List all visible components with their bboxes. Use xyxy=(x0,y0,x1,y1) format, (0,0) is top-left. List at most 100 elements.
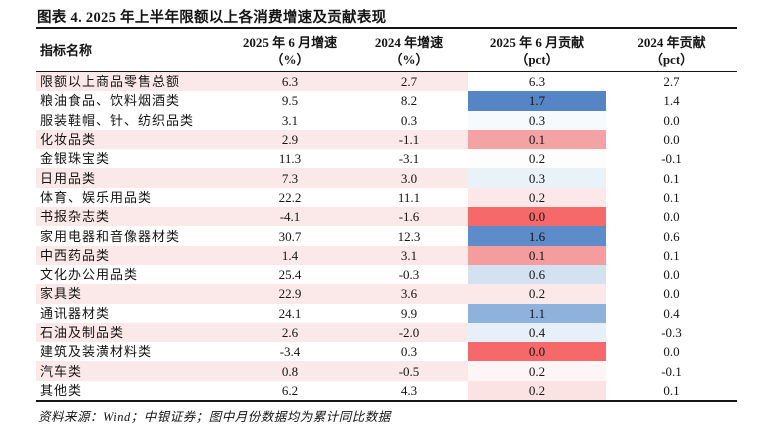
cell-contrib-2025: 0.1 xyxy=(468,129,606,150)
row-label: 书报杂志类 xyxy=(36,207,230,227)
column-header-label: 指标名称 xyxy=(40,43,93,58)
cell-growth-2024: 3.0 xyxy=(350,168,468,188)
row-label: 中西药品类 xyxy=(36,245,230,265)
row-label: 家用电器和音像器材类 xyxy=(36,226,230,246)
table-row: 书报杂志类 -4.1 -1.6 0.0 0.0 xyxy=(36,207,737,227)
cell-growth-2024: 3.1 xyxy=(350,245,468,265)
cell-contrib-2025: 0.3 xyxy=(468,110,606,130)
cell-growth-2025: 2.9 xyxy=(230,129,350,150)
column-header-contrib-2024: 2024 年贡献 （pct） xyxy=(606,30,737,71)
cell-growth-2024: 0.3 xyxy=(350,342,468,362)
figure-title: 图表 4. 2025 年上半年限额以上各消费增速及贡献表现 xyxy=(37,10,387,26)
cell-contrib-2024: 0.0 xyxy=(606,342,737,362)
cell-growth-2025: 25.4 xyxy=(230,264,350,285)
cell-contrib-2024: 0.4 xyxy=(606,303,737,323)
cell-growth-2024: 3.6 xyxy=(350,284,468,304)
table-row: 通讯器材类 24.1 9.9 1.1 0.4 xyxy=(36,303,737,323)
row-label: 服装鞋帽、针、纺织品类 xyxy=(36,110,230,130)
table-row: 限额以上商品零售总额 6.3 2.7 6.3 2.7 xyxy=(36,72,737,92)
cell-contrib-2025: 0.6 xyxy=(468,264,606,285)
cell-growth-2024: -0.5 xyxy=(350,361,468,381)
cell-growth-2025: 3.1 xyxy=(230,110,350,130)
row-label: 日用品类 xyxy=(36,168,230,188)
cell-contrib-2025: 0.0 xyxy=(468,342,606,362)
cell-contrib-2025: 1.6 xyxy=(468,226,606,246)
cell-contrib-2024: 0.1 xyxy=(606,168,737,188)
cell-contrib-2025: 0.2 xyxy=(468,284,606,304)
table-row: 其他类 6.2 4.3 0.2 0.1 xyxy=(36,380,737,401)
source-note: 资料来源：Wind；中银证券；图中月份数据均为累计同比数据 xyxy=(38,410,391,424)
cell-growth-2025: 0.8 xyxy=(230,361,350,381)
cell-contrib-2024: -0.3 xyxy=(606,322,737,343)
cell-contrib-2024: 0.1 xyxy=(606,245,737,265)
cell-contrib-2024: 0.6 xyxy=(606,226,737,246)
cell-growth-2024: 2.7 xyxy=(350,72,468,92)
cell-growth-2025: 6.2 xyxy=(230,380,350,401)
table-row: 石油及制品类 2.6 -2.0 0.4 -0.3 xyxy=(36,322,737,343)
cell-contrib-2025: 1.1 xyxy=(468,303,606,323)
row-label: 石油及制品类 xyxy=(36,322,230,343)
column-header-label: 2025 年 6 月贡献 xyxy=(489,34,585,50)
cell-growth-2024: 4.3 xyxy=(350,380,468,401)
cell-growth-2025: 9.5 xyxy=(230,91,350,111)
cell-contrib-2025: 0.2 xyxy=(468,187,606,208)
cell-growth-2024: 0.3 xyxy=(350,110,468,130)
cell-contrib-2024: 0.0 xyxy=(606,264,737,285)
cell-growth-2025: -3.4 xyxy=(230,342,350,362)
header-rule xyxy=(36,71,737,72)
cell-contrib-2024: 1.4 xyxy=(606,91,737,111)
column-header-growth-2024: 2024 年增速 （%） xyxy=(350,30,468,71)
table-row: 服装鞋帽、针、纺织品类 3.1 0.3 0.3 0.0 xyxy=(36,110,737,130)
cell-growth-2024: 11.1 xyxy=(350,187,468,208)
column-header-label: 2024 年增速 xyxy=(374,34,444,50)
column-header-unit: （pct） xyxy=(515,51,559,67)
column-header-unit: （%） xyxy=(389,51,429,67)
row-label: 通讯器材类 xyxy=(36,303,230,323)
table-header: 指标名称 2025 年 6 月增速 （%） 2024 年增速 （%） 2025 … xyxy=(36,30,737,71)
cell-contrib-2024: 0.0 xyxy=(606,110,737,130)
cell-contrib-2024: 0.1 xyxy=(606,187,737,208)
bottom-rule xyxy=(36,400,737,402)
column-header-indicator: 指标名称 xyxy=(36,30,230,71)
row-label: 体育、娱乐用品类 xyxy=(36,187,230,208)
cell-growth-2025: 6.3 xyxy=(230,72,350,92)
cell-contrib-2024: 0.1 xyxy=(606,380,737,401)
table-row: 体育、娱乐用品类 22.2 11.1 0.2 0.1 xyxy=(36,187,737,208)
cell-growth-2024: -1.6 xyxy=(350,207,468,227)
cell-growth-2025: 30.7 xyxy=(230,226,350,246)
table-row: 中西药品类 1.4 3.1 0.1 0.1 xyxy=(36,245,737,265)
cell-growth-2025: 22.9 xyxy=(230,284,350,304)
table-row: 金银珠宝类 11.3 -3.1 0.2 -0.1 xyxy=(36,149,737,169)
row-label: 文化办公用品类 xyxy=(36,264,230,285)
cell-growth-2024: 9.9 xyxy=(350,303,468,323)
table-row: 化妆品类 2.9 -1.1 0.1 0.0 xyxy=(36,129,737,150)
cell-growth-2025: 11.3 xyxy=(230,149,350,169)
row-label: 汽车类 xyxy=(36,361,230,381)
row-label: 金银珠宝类 xyxy=(36,149,230,169)
cell-growth-2025: 24.1 xyxy=(230,303,350,323)
table-row: 文化办公用品类 25.4 -0.3 0.6 0.0 xyxy=(36,264,737,285)
row-label: 限额以上商品零售总额 xyxy=(36,72,230,92)
table-row: 日用品类 7.3 3.0 0.3 0.1 xyxy=(36,168,737,188)
column-header-growth-2025: 2025 年 6 月增速 （%） xyxy=(230,30,350,71)
cell-growth-2024: 8.2 xyxy=(350,91,468,111)
cell-contrib-2025: 0.3 xyxy=(468,168,606,188)
table-row: 家具类 22.9 3.6 0.2 0.0 xyxy=(36,284,737,304)
cell-contrib-2025: 0.2 xyxy=(468,361,606,381)
cell-contrib-2024: 0.0 xyxy=(606,207,737,227)
column-header-label: 2024 年贡献 xyxy=(637,34,706,50)
column-header-label: 2025 年 6 月增速 xyxy=(242,34,338,50)
cell-growth-2024: -2.0 xyxy=(350,322,468,343)
cell-contrib-2024: 2.7 xyxy=(606,72,737,92)
cell-growth-2025: -4.1 xyxy=(230,207,350,227)
row-label: 建筑及装潢材料类 xyxy=(36,342,230,362)
table-row: 粮油食品、饮料烟酒类 9.5 8.2 1.7 1.4 xyxy=(36,91,737,111)
cell-growth-2025: 22.2 xyxy=(230,187,350,208)
cell-contrib-2024: -0.1 xyxy=(606,149,737,169)
cell-contrib-2025: 0.2 xyxy=(468,380,606,401)
cell-growth-2024: -0.3 xyxy=(350,264,468,285)
cell-growth-2025: 2.6 xyxy=(230,322,350,343)
table-row: 汽车类 0.8 -0.5 0.2 -0.1 xyxy=(36,361,737,381)
cell-contrib-2025: 0.4 xyxy=(468,322,606,343)
row-label: 粮油食品、饮料烟酒类 xyxy=(36,91,230,111)
